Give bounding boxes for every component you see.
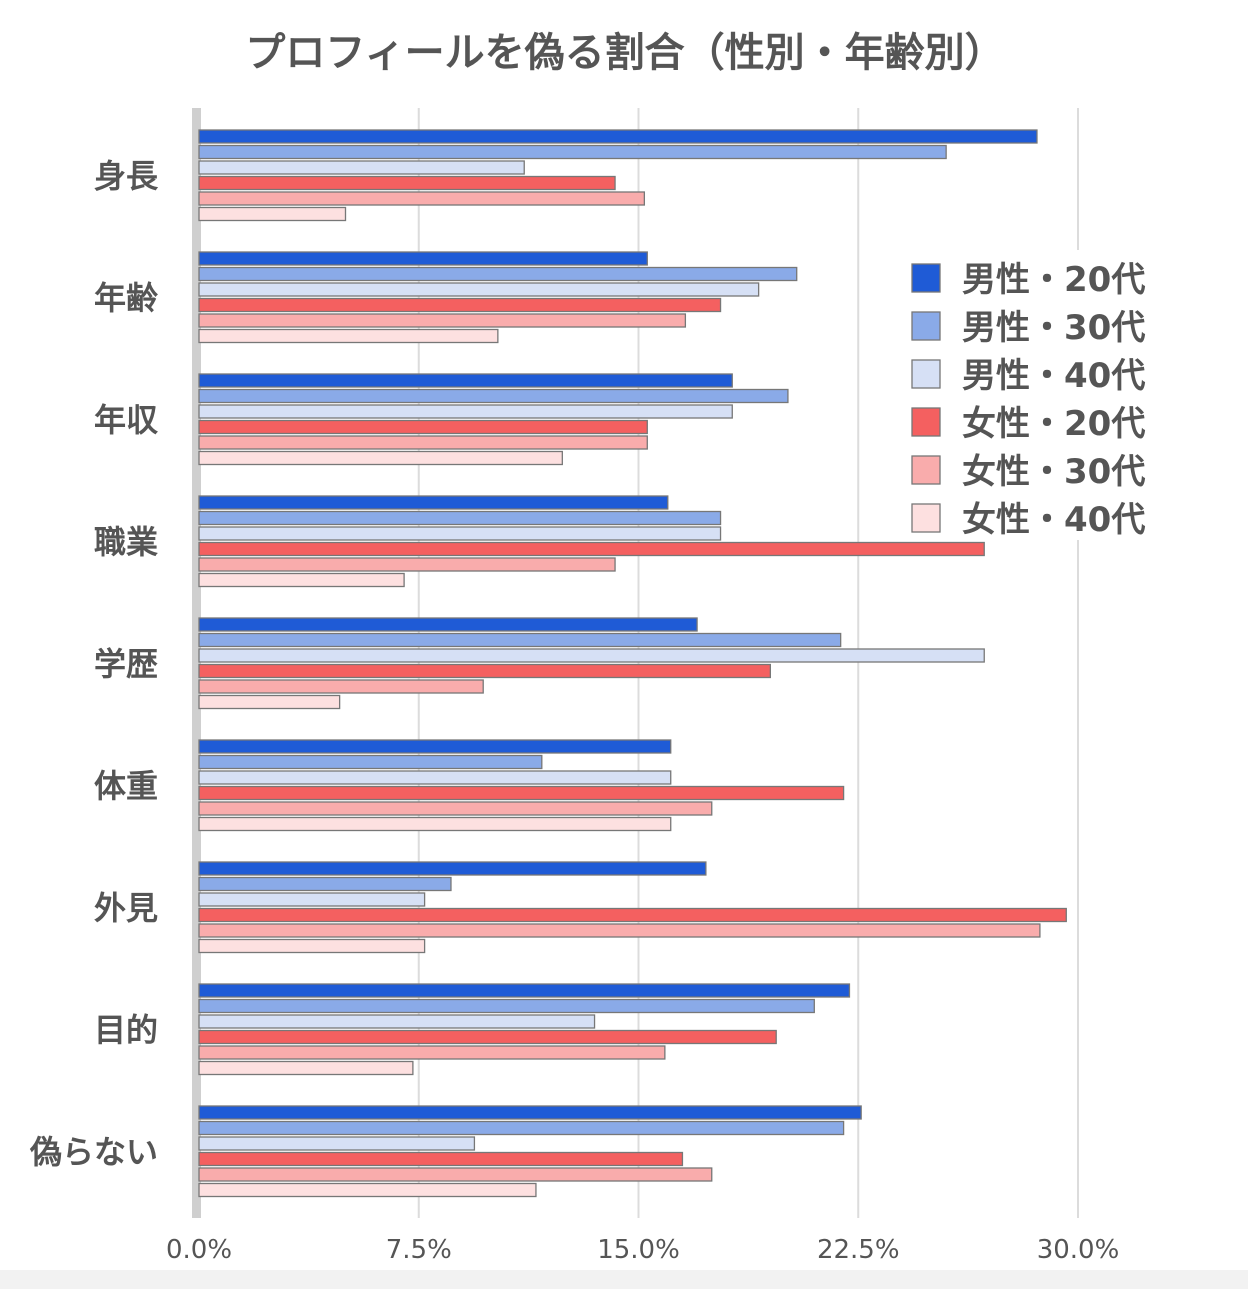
bar: [198, 1029, 777, 1045]
bar: [198, 861, 707, 876]
bar: [198, 892, 426, 907]
bar: [198, 1060, 414, 1076]
legend-swatch: [911, 455, 941, 485]
bar: [198, 160, 525, 175]
bar: [198, 876, 452, 892]
category-label: 体重: [94, 767, 158, 805]
bar: [198, 1182, 537, 1198]
legend-background: [900, 250, 1170, 540]
bar: [198, 998, 815, 1014]
bar: [198, 923, 1041, 938]
bar: [198, 388, 789, 404]
bar: [198, 526, 722, 541]
bar: [198, 1120, 845, 1136]
bar: [198, 450, 563, 466]
bar: [198, 495, 669, 510]
bar: [198, 770, 672, 785]
bar: [198, 328, 499, 344]
bar: [198, 816, 672, 832]
legend-swatch: [911, 407, 941, 437]
legend-label: 女性・40代: [962, 500, 1145, 540]
x-tick-label: 0.0%: [166, 1235, 232, 1265]
bar: [198, 557, 616, 572]
bar: [198, 938, 426, 954]
bar: [198, 206, 347, 222]
x-tick-label: 7.5%: [386, 1235, 452, 1265]
category-label: 年収: [94, 401, 158, 439]
bar: [198, 983, 851, 998]
legend-swatch: [911, 359, 941, 389]
bottom-band: [0, 1270, 1248, 1289]
bar: [198, 373, 733, 388]
bar: [198, 679, 484, 694]
bar: [198, 510, 722, 526]
chart-title: プロフィールを偽る割合（性別・年齢別）: [245, 30, 1004, 76]
bar: [198, 1167, 713, 1182]
bar: [198, 541, 985, 557]
legend-swatch: [911, 503, 941, 533]
legend-label: 女性・30代: [962, 452, 1145, 492]
axis-baseline: [192, 108, 201, 1218]
bar: [198, 1014, 596, 1029]
bar: [198, 251, 648, 266]
bar: [198, 739, 672, 754]
bar: [198, 617, 698, 632]
bar: [198, 419, 648, 435]
bar: [198, 907, 1067, 923]
bar: [198, 632, 842, 648]
bar: [198, 1045, 666, 1060]
bar: [198, 1136, 476, 1151]
bar: [198, 648, 985, 663]
x-tick-label: 22.5%: [817, 1235, 900, 1265]
bar: [198, 191, 646, 206]
category-label: 身長: [94, 157, 159, 195]
legend-label: 女性・20代: [962, 404, 1145, 444]
bar: [198, 282, 760, 297]
category-label: 偽らない: [29, 1133, 158, 1171]
x-tick-label: 30.0%: [1037, 1235, 1120, 1265]
bar: [198, 785, 845, 801]
bar: [198, 404, 733, 419]
category-label: 学歴: [94, 645, 158, 683]
category-label: 年齢: [94, 279, 158, 317]
bar: [198, 266, 798, 282]
bar: [198, 297, 722, 313]
bar: [198, 663, 771, 679]
bar: [198, 435, 648, 450]
bar: [198, 801, 713, 816]
legend-label: 男性・30代: [962, 308, 1145, 348]
legend-swatch: [911, 311, 941, 341]
legend-label: 男性・20代: [962, 260, 1145, 300]
legend-swatch: [911, 263, 941, 293]
bar: [198, 1151, 684, 1167]
bar: [198, 175, 616, 191]
bar: [198, 313, 687, 328]
bar: [198, 754, 543, 770]
bar: [198, 144, 947, 160]
bar: [198, 572, 405, 588]
category-label: 目的: [94, 1011, 158, 1049]
bar: [198, 129, 1038, 144]
x-tick-label: 15.0%: [597, 1235, 680, 1265]
category-label: 職業: [94, 523, 158, 561]
bar: [198, 1105, 862, 1120]
category-label: 外見: [94, 889, 158, 927]
legend-label: 男性・40代: [962, 356, 1145, 396]
bar: [198, 694, 341, 710]
